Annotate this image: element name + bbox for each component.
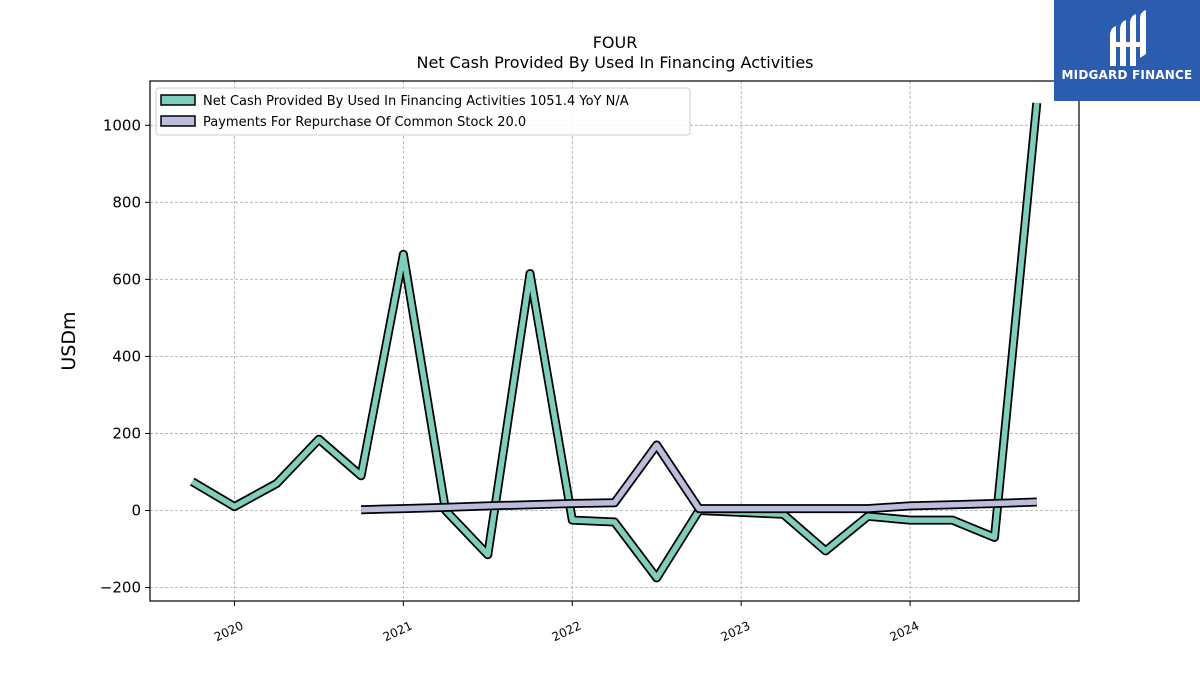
series-line-2 [361, 442, 1037, 513]
chart-title: FOUR [593, 33, 638, 52]
y-tick-label: 400 [112, 347, 141, 365]
x-tick-label: 2020 [212, 619, 246, 645]
x-tick-label: 2021 [381, 619, 415, 645]
brand-logo-text: MIDGARD FINANCE [1061, 68, 1193, 82]
chart-subtitle: Net Cash Provided By Used In Financing A… [416, 53, 813, 72]
brand-logo: MIDGARD FINANCE [1054, 0, 1200, 101]
y-tick-label: −200 [100, 579, 141, 597]
legend-box [155, 87, 691, 136]
y-tick-label: 1000 [103, 116, 141, 134]
y-tick-label: 800 [112, 193, 141, 211]
legend-label: Payments For Repurchase Of Common Stock … [203, 115, 526, 130]
x-tick-label: 2023 [719, 619, 753, 645]
legend-swatch [160, 115, 196, 127]
y-tick-label: 200 [112, 424, 141, 442]
x-tick-label: 2024 [888, 619, 922, 645]
series-outline-2 [360, 440, 1037, 515]
legend-label: Net Cash Provided By Used In Financing A… [203, 94, 629, 109]
plot-frame [149, 80, 1080, 602]
series-layer [189, 102, 1042, 583]
legend-swatch [160, 94, 196, 106]
y-axis-label: USDm [58, 311, 80, 370]
brand-mark-icon [1110, 10, 1146, 66]
x-tick-label: 2022 [550, 619, 584, 645]
y-tick-label: 600 [112, 270, 141, 288]
legend: Net Cash Provided By Used In Financing A… [155, 87, 691, 136]
y-tick-label: 0 [131, 501, 141, 519]
grid [150, 81, 1079, 601]
series-line-1 [190, 102, 1040, 581]
